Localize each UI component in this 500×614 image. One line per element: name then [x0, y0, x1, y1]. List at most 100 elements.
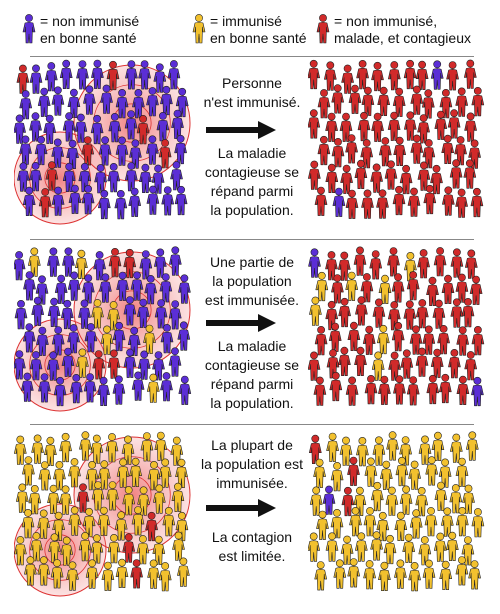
- person-figure: [345, 271, 359, 301]
- person-figure: [130, 271, 144, 301]
- person-figure: [345, 189, 359, 219]
- person-figure: [441, 274, 455, 305]
- person-figure: [76, 60, 89, 90]
- person-figure: [167, 60, 181, 90]
- person-figure: [22, 456, 35, 486]
- person-figure: [395, 456, 409, 487]
- person-figure: [60, 299, 74, 330]
- panel-partial-immunity: Une partie de la population est immunisé…: [0, 245, 500, 425]
- person-figure: [340, 164, 353, 194]
- person-figure: [426, 374, 440, 405]
- person-figure: [19, 90, 32, 120]
- person-figure: [91, 299, 104, 329]
- crowd-after-infection: [308, 59, 485, 219]
- person-figure: [29, 351, 43, 381]
- person-figure: [388, 61, 401, 91]
- person-figure: [447, 109, 461, 139]
- person-figure: [128, 187, 141, 217]
- person-figure: [357, 111, 371, 142]
- person-figure: [172, 531, 185, 561]
- person-figure: [85, 559, 99, 589]
- person-figure: [146, 185, 160, 215]
- person-figure: [51, 326, 65, 356]
- person-figure: [153, 484, 166, 514]
- person-figure: [97, 376, 110, 406]
- person-figure: [333, 559, 347, 589]
- person-figure: [455, 556, 469, 586]
- person-figure: [314, 561, 327, 591]
- person-figure: [406, 376, 420, 406]
- panel-text-bottom: La contagion est limitée.: [211, 529, 293, 564]
- person-figure: [14, 350, 26, 380]
- person-figure: [409, 509, 423, 539]
- person-figure: [125, 162, 138, 192]
- separator-line: [30, 424, 474, 425]
- person-figure: [455, 273, 469, 303]
- person-figure: [153, 63, 167, 93]
- person-figure: [175, 458, 188, 489]
- person-figure: [23, 323, 36, 353]
- legend-label-immune: = immunisé en bonne santé: [210, 13, 307, 46]
- person-figure: [441, 134, 454, 164]
- separator-line: [30, 239, 474, 240]
- person-figure: [51, 86, 65, 116]
- person-figure: [107, 534, 121, 564]
- person-figure: [129, 457, 142, 488]
- person-figure: [82, 507, 96, 538]
- person-figure: [377, 86, 390, 117]
- crowd-before-infection: [14, 59, 191, 225]
- person-figure: [162, 507, 176, 537]
- person-figure: [471, 86, 485, 117]
- person-figure: [432, 299, 446, 329]
- panel-text-bottom: La maladie contagieuse se répand parmi l…: [204, 145, 300, 218]
- person-figure: [156, 112, 170, 142]
- person-figure: [347, 321, 361, 351]
- person-figure: [470, 187, 484, 218]
- person-figure: [378, 561, 391, 591]
- person-figure: [115, 558, 129, 588]
- person-figure: [328, 322, 342, 352]
- person-figure: [59, 59, 73, 90]
- person-figure: [442, 186, 455, 216]
- person-figure: [314, 186, 328, 216]
- person-figure: [468, 560, 481, 590]
- person-figure: [466, 431, 479, 461]
- person-figure: [404, 111, 417, 141]
- person-figure: [370, 163, 383, 193]
- person-figure: [45, 161, 59, 191]
- person-figure: [38, 461, 52, 491]
- person-figure: [317, 89, 331, 119]
- person-figure: [154, 431, 168, 461]
- person-figure: [94, 164, 107, 194]
- person-figure: [329, 371, 343, 402]
- person-figure: [47, 297, 61, 328]
- person-figure: [97, 506, 111, 536]
- person-figure: [441, 507, 454, 537]
- person-figure: [362, 325, 376, 355]
- person-figure: [417, 249, 430, 279]
- person-figure: [178, 375, 192, 405]
- person-figure: [51, 186, 65, 216]
- person-figure: [115, 88, 129, 119]
- person-figure: [84, 323, 98, 353]
- person-figure: [140, 432, 154, 462]
- person-figure: [431, 431, 445, 462]
- person-figure: [92, 350, 105, 380]
- person-figure: [14, 435, 27, 465]
- person-figure: [455, 457, 469, 487]
- person-figure: [339, 436, 353, 466]
- person-figure: [456, 375, 470, 405]
- person-figure: [143, 324, 156, 354]
- person-figure: [424, 507, 438, 537]
- person-figure: [356, 60, 369, 90]
- person-figure: [37, 87, 51, 117]
- person-figure: [400, 349, 414, 379]
- person-figure: [158, 562, 172, 592]
- person-figure: [309, 486, 323, 516]
- person-figure: [23, 271, 36, 301]
- person-figure: [469, 275, 483, 305]
- person-figure: [53, 460, 66, 491]
- person-figure: [75, 249, 88, 279]
- person-figure: [406, 271, 420, 301]
- person-figure: [325, 532, 339, 562]
